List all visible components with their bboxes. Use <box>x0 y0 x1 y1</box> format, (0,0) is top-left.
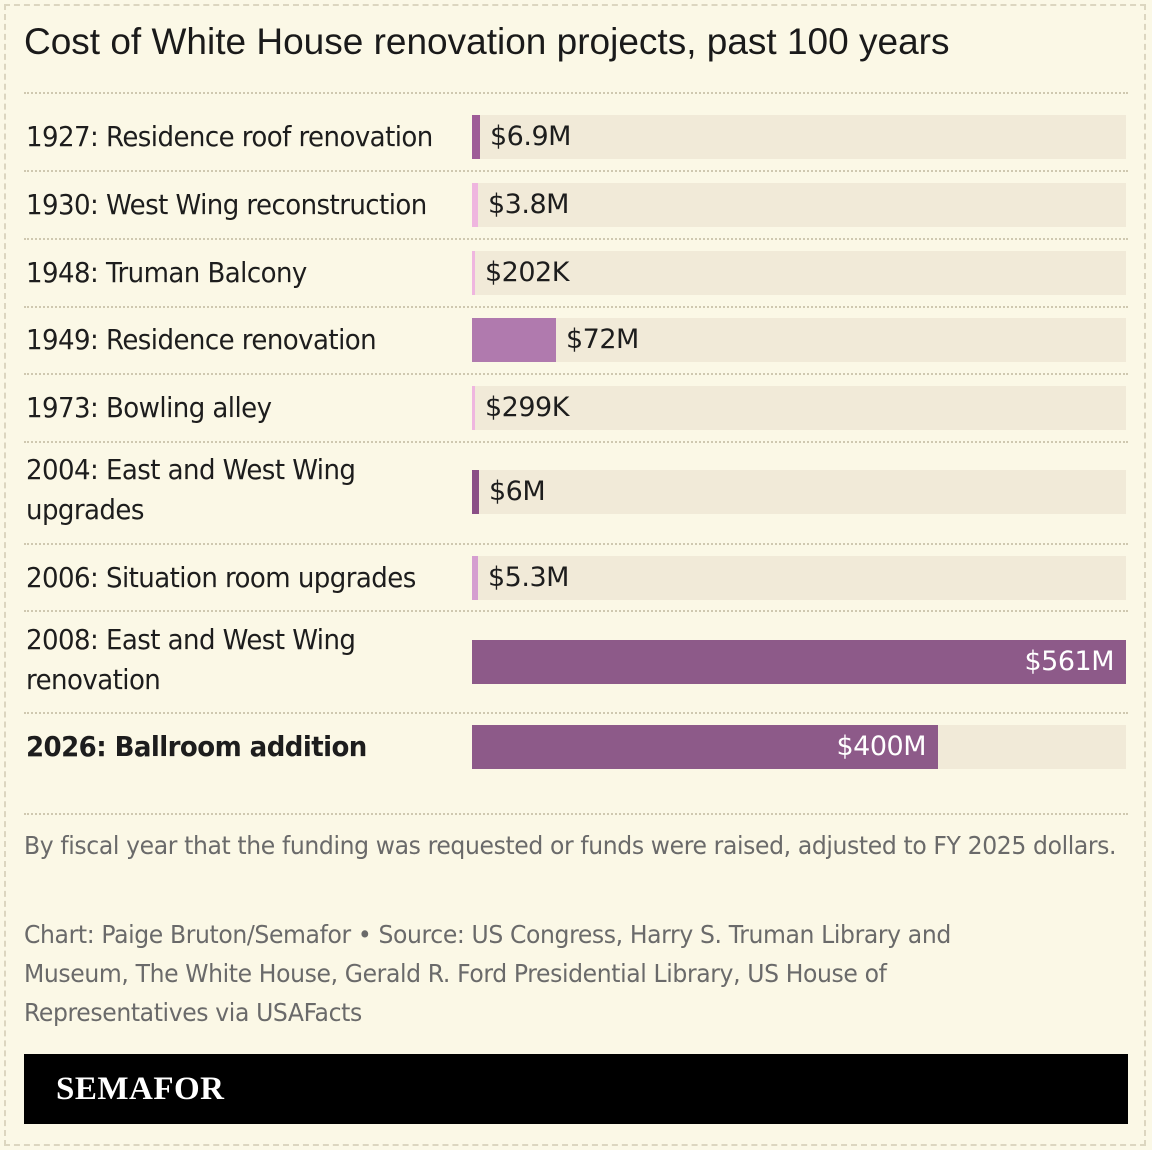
bar-track: $561M <box>472 640 1126 684</box>
row-divider <box>24 712 1128 714</box>
bar-track: $3.8M <box>472 183 1126 227</box>
bar <box>472 318 556 362</box>
bar-track: $6M <box>472 470 1126 514</box>
row-divider <box>24 543 1128 545</box>
category-label: 1927: Residence roof renovation <box>26 120 433 153</box>
category-label: 2006: Situation room upgrades <box>26 561 416 594</box>
row-divider <box>24 92 1128 94</box>
bar <box>472 470 479 514</box>
bar <box>472 640 1126 684</box>
category-label: 1949: Residence renovation <box>26 323 377 356</box>
category-label: 2008: East and West Wing renovation <box>26 623 356 696</box>
bar-track: $400M <box>472 725 1126 769</box>
value-label: $5.3M <box>488 562 569 593</box>
row-divider <box>24 306 1128 308</box>
chart-title: Cost of White House renovation projects,… <box>24 21 950 62</box>
brand-bar: SEMAFOR <box>24 1054 1128 1124</box>
value-label: $299K <box>485 392 569 423</box>
value-label: $400M <box>836 731 926 762</box>
category-label: 1973: Bowling alley <box>26 391 272 424</box>
bar-track: $299K <box>472 386 1126 430</box>
category-label: 1930: West Wing reconstruction <box>26 188 427 221</box>
bar <box>472 251 475 295</box>
bar <box>472 556 478 600</box>
bar-track: $202K <box>472 251 1126 295</box>
bar <box>472 386 475 430</box>
bar-track: $72M <box>472 318 1126 362</box>
bar <box>472 725 938 769</box>
footer-divider <box>24 813 1128 815</box>
row-divider <box>24 610 1128 612</box>
semafor-logo: SEMAFOR <box>56 1071 225 1107</box>
value-label: $202K <box>485 257 569 288</box>
value-label: $6.9M <box>490 121 571 152</box>
bar <box>472 183 478 227</box>
value-label: $6M <box>489 476 546 507</box>
bar-track: $5.3M <box>472 556 1126 600</box>
category-label: 1948: Truman Balcony <box>26 256 307 289</box>
row-divider <box>24 170 1128 172</box>
row-divider <box>24 373 1128 375</box>
category-label: 2004: East and West Wing upgrades <box>26 453 356 526</box>
bar <box>472 115 480 159</box>
chart-frame <box>4 4 1146 1146</box>
row-divider <box>24 441 1128 443</box>
value-label: $561M <box>1024 646 1114 677</box>
category-label: 2026: Ballroom addition <box>26 730 367 763</box>
chart-note: By fiscal year that the funding was requ… <box>24 831 1117 860</box>
bar-track: $6.9M <box>472 115 1126 159</box>
value-label: $72M <box>566 324 639 355</box>
value-label: $3.8M <box>488 189 569 220</box>
row-divider <box>24 238 1128 240</box>
chart-credit: Chart: Paige Bruton/Semafor • Source: US… <box>24 920 951 1027</box>
